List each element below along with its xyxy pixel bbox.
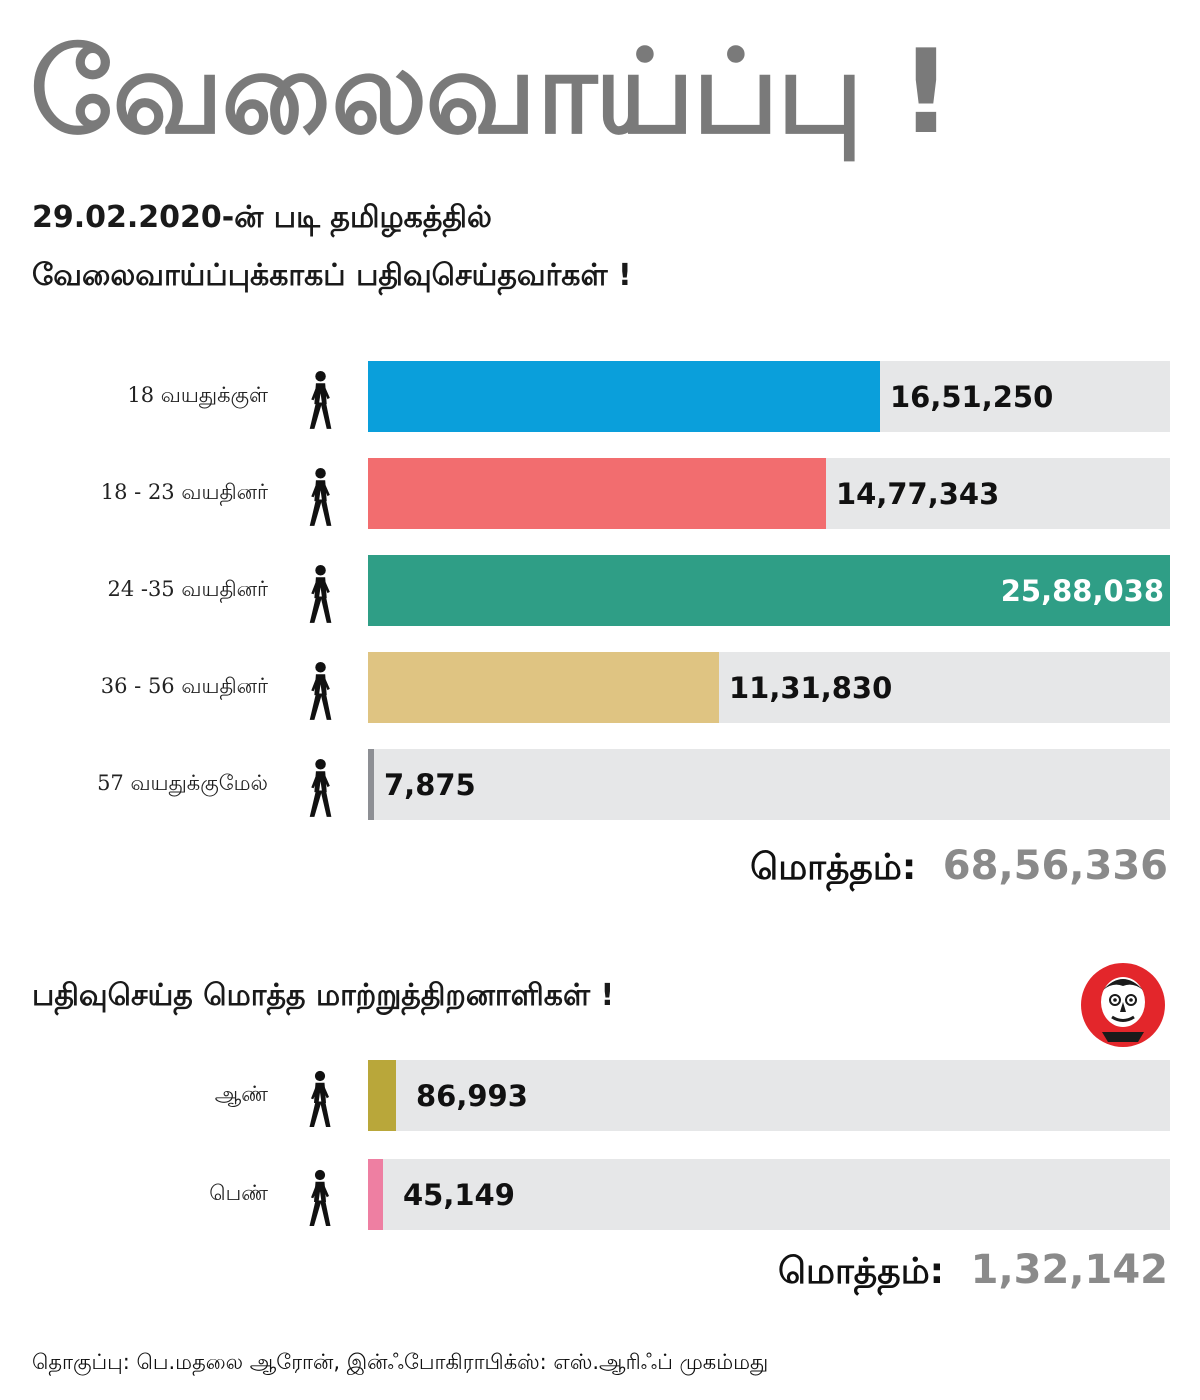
total-disabled: மொத்தம்: 1,32,142: [778, 1247, 1168, 1297]
credits: தொகுப்பு: பெ.மதலை ஆரோன், இன்ஃபோகிராபிக்ஸ…: [32, 1350, 769, 1374]
bar-value-label-2: 25,88,038: [1000, 573, 1164, 608]
walking-person-icon: [302, 370, 336, 436]
bar-track-1: 45,149: [368, 1159, 1170, 1230]
bar-track-4: 7,875: [368, 749, 1170, 820]
walking-person-icon: [302, 1169, 335, 1233]
cartoon-face-logo: [1081, 963, 1165, 1047]
bar-0: [368, 1060, 396, 1131]
bar-value-label-3: 11,31,830: [729, 670, 893, 705]
row-label-1: பெண்: [209, 1180, 268, 1205]
bar-1: [368, 458, 826, 529]
total-label-2: மொத்தம்:: [778, 1251, 945, 1292]
walking-person-icon: [302, 1070, 335, 1134]
subtitle-registrants: வேலைவாய்ப்புக்காகப் பதிவுசெய்தவர்கள் !: [32, 258, 632, 293]
walking-person-icon: [302, 758, 336, 824]
walking-person-icon: [302, 661, 336, 727]
row-label-2: 24 -35 வயதினர்: [107, 576, 268, 601]
row-label-4: 57 வயதுக்குமேல்: [97, 770, 268, 795]
bar-0: [368, 361, 880, 432]
row-label-1: 18 - 23 வயதினர்: [100, 479, 268, 504]
total-label: மொத்தம்:: [750, 847, 917, 888]
total-age-groups: மொத்தம்: 68,56,336: [750, 843, 1168, 893]
bar-1: [368, 1159, 383, 1230]
total-value: 68,56,336: [942, 843, 1168, 889]
bar-value-label-0: 86,993: [416, 1078, 528, 1113]
bar-value-label-0: 16,51,250: [890, 379, 1054, 414]
subtitle-disabled: பதிவுசெய்த மொத்த மாற்றுத்திறனாளிகள் !: [32, 978, 615, 1013]
bar-value-label-1: 45,149: [403, 1177, 515, 1212]
walking-person-icon: [302, 564, 336, 630]
walking-person-icon: [302, 467, 336, 533]
bar-value-label-4: 7,875: [384, 767, 476, 802]
bar-track-0: 86,993: [368, 1060, 1170, 1131]
row-label-0: 18 வயதுக்குள்: [127, 382, 268, 407]
total-value-2: 1,32,142: [970, 1247, 1168, 1293]
subtitle-date: 29.02.2020-ன் படி தமிழகத்தில்: [32, 200, 492, 235]
bar-3: [368, 652, 719, 723]
bar-track-3: 11,31,830: [368, 652, 1170, 723]
row-label-0: ஆண்: [214, 1081, 268, 1106]
bar-track-2: 25,88,038: [368, 555, 1170, 626]
bar-2: [368, 555, 1170, 626]
bar-track-1: 14,77,343: [368, 458, 1170, 529]
bar-track-0: 16,51,250: [368, 361, 1170, 432]
bar-4: [368, 749, 374, 820]
bar-value-label-1: 14,77,343: [836, 476, 1000, 511]
page-title: வேலைவாய்ப்பு !: [30, 25, 952, 160]
row-label-3: 36 - 56 வயதினர்: [100, 673, 268, 698]
